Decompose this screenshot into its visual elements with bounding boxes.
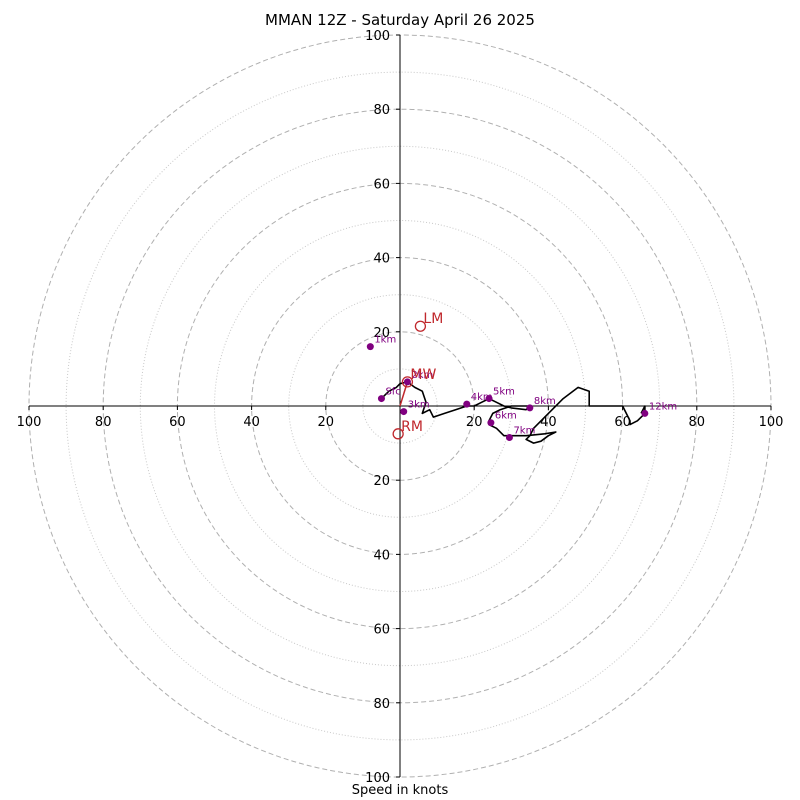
tick-label-left: 100 bbox=[17, 415, 42, 430]
tick-label-top: 60 bbox=[373, 177, 390, 192]
height-point bbox=[487, 419, 495, 427]
tick-label-right: 60 bbox=[614, 415, 631, 430]
storm-motion-label: LM bbox=[423, 311, 443, 327]
storm-motion-label: MW bbox=[410, 367, 436, 383]
storm-motion-marker bbox=[414, 320, 427, 332]
chart-title: MMAN 12Z - Saturday April 26 2025 bbox=[265, 11, 535, 29]
tick-label-top: 20 bbox=[373, 326, 390, 341]
height-point bbox=[463, 400, 471, 408]
tick-label-right: 100 bbox=[759, 415, 784, 430]
tick-label-left: 20 bbox=[318, 415, 335, 430]
tick-label-right: 80 bbox=[689, 415, 706, 430]
height-point bbox=[400, 408, 408, 416]
height-point-label: 2km bbox=[411, 370, 433, 381]
tick-label-bottom: 40 bbox=[373, 548, 390, 563]
tick-label-right: 40 bbox=[540, 415, 557, 430]
height-point bbox=[403, 378, 411, 386]
tick-label-left: 80 bbox=[95, 415, 112, 430]
height-point bbox=[505, 434, 513, 442]
tick-label-bottom: 100 bbox=[365, 771, 390, 786]
tick-label-bottom: 80 bbox=[373, 697, 390, 712]
tick-label-left: 60 bbox=[169, 415, 186, 430]
tick-label-top: 100 bbox=[365, 29, 390, 44]
height-point-label: 12km bbox=[649, 401, 677, 412]
height-point bbox=[485, 395, 493, 403]
storm-motion-marker bbox=[401, 376, 414, 388]
storm-motion-marker bbox=[392, 428, 404, 440]
height-point-label: 1km bbox=[374, 335, 396, 346]
height-point-label: 3km bbox=[408, 400, 430, 411]
x-axis-label: Speed in knots bbox=[351, 783, 449, 798]
height-point bbox=[366, 343, 374, 351]
storm-motion-vector bbox=[399, 381, 409, 407]
height-point-label: 7km bbox=[513, 426, 535, 437]
tick-label-bottom: 60 bbox=[373, 623, 390, 638]
height-point-label: 6km bbox=[495, 411, 517, 422]
height-point bbox=[641, 409, 649, 417]
tick-label-top: 80 bbox=[373, 103, 390, 118]
height-point-label: 5km bbox=[493, 387, 515, 398]
tick-label-top: 40 bbox=[373, 252, 390, 267]
height-point bbox=[526, 404, 534, 412]
tick-label-left: 40 bbox=[243, 415, 260, 430]
storm-motion-label: RM bbox=[401, 419, 423, 435]
height-point-label: Sfc bbox=[385, 387, 400, 398]
height-point-label: 4km bbox=[471, 392, 493, 403]
tick-label-bottom: 20 bbox=[373, 474, 390, 489]
height-point-label: 8km bbox=[534, 396, 556, 407]
height-point bbox=[377, 395, 385, 403]
tick-label-right: 20 bbox=[466, 415, 483, 430]
